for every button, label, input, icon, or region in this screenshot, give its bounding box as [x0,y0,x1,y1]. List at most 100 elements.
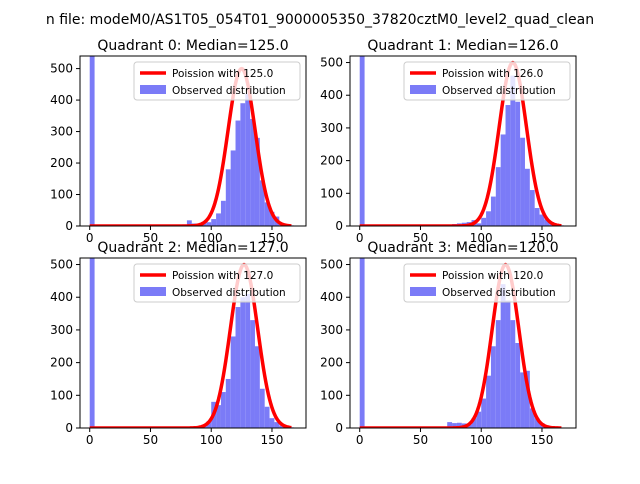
histogram-bar [269,418,275,428]
legend-fit-label: Poission with 127.0 [172,270,273,282]
histogram-bar [216,213,221,226]
x-tick-label: 100 [200,231,223,245]
y-tick-label: 300 [50,125,73,139]
histogram-bar [529,408,535,428]
x-tick-label: 50 [143,433,158,447]
subplot-title: Quadrant 3: Median=120.0 [367,240,558,256]
histogram-bar [89,56,95,226]
histogram-bar [544,219,550,226]
histogram-bar [254,137,260,226]
y-tick-label: 200 [50,156,73,170]
histogram-bar [359,56,365,226]
axes-frame [349,55,577,227]
subplot-0: 0 50 100 150 0 100 200 300 400 500 Quadrant 0: Med… [50,38,307,245]
histogram-bar [481,398,487,428]
histogram-bar [225,378,231,428]
histogram-bar [510,320,516,428]
histogram-bar [235,120,241,226]
legend-observed-swatch [140,287,166,296]
histogram-bar [486,211,491,226]
subplot-title: Quadrant 0: Median=125.0 [97,38,288,54]
y-tick-label: 400 [320,88,343,102]
legend-observed-label: Observed distribution [172,287,286,299]
histogram-bar [220,392,226,428]
plot-area [89,56,294,226]
axes-frame [349,257,577,429]
y-tick-label: 0 [65,219,73,233]
histogram-bar [456,422,462,428]
legend-box [133,263,301,303]
y-tick-label: 100 [320,186,343,200]
legend: Poission with 126.0 Observed distribution [403,61,571,101]
legend-fit-label: Poission with 126.0 [442,68,543,80]
x-tick-label: 150 [531,231,554,245]
x-tick-label: 0 [356,433,364,447]
histogram-bar [529,190,535,226]
histogram-bar [505,105,511,226]
legend-fit-label: Poission with 125.0 [172,68,273,80]
axes-frame [79,55,307,227]
histogram-bar [269,211,275,226]
legend-box [403,263,571,303]
y-tick-label: 0 [335,219,343,233]
histogram-bar [500,284,506,428]
histogram-bar [359,258,365,428]
x-tick-label: 0 [356,231,364,245]
histogram-bar [274,422,280,428]
histogram-bar [264,202,270,226]
legend: Poission with 127.0 Observed distribution [133,263,301,303]
histogram-bar [230,336,236,428]
histogram-bar [534,418,540,428]
legend-observed-label: Observed distribution [442,287,556,299]
x-tick-label: 100 [200,433,223,447]
subplot-3: 0 50 100 150 0 100 200 300 400 500 Quadrant 3: Med… [320,240,577,447]
y-tick-label: 400 [320,290,343,304]
legend-observed-swatch [140,85,166,94]
histogram-bar [466,424,472,428]
histogram-bar [476,223,482,226]
histogram-bar [206,222,212,226]
y-tick-label: 200 [320,356,343,370]
x-tick-label: 50 [143,231,158,245]
histogram-bar [240,297,246,428]
histogram-bar [230,150,236,226]
histogram-bar [515,343,521,428]
y-tick-label: 100 [50,188,73,202]
histogram-bar [245,93,251,226]
histogram-bar [250,320,255,428]
y-tick-label: 200 [50,356,73,370]
subplot-1: 0 50 100 150 0 100 200 300 400 500 Quadrant 1: Med… [320,38,577,245]
histogram-bar [490,196,496,226]
histogram-bar [486,375,491,428]
histogram-bar [186,220,192,226]
histogram-bar [495,320,501,428]
histogram-bar [490,346,496,428]
x-tick-label: 0 [86,231,94,245]
legend-observed-swatch [410,287,436,296]
x-tick-label: 150 [261,231,284,245]
histogram-bar [245,293,251,428]
x-tick-label: 0 [86,433,94,447]
y-tick-label: 100 [320,388,343,402]
histogram-bar [225,169,231,226]
plot-area [359,258,562,428]
legend-observed-label: Observed distribution [172,85,286,97]
histogram-bar [515,101,521,226]
histogram-bar [216,405,221,428]
y-tick-label: 0 [335,421,343,435]
x-tick-label: 150 [261,433,284,447]
legend-box [403,61,571,101]
y-tick-label: 300 [50,323,73,337]
histogram-bar [510,75,516,226]
x-tick-label: 150 [531,433,554,447]
x-tick-label: 50 [413,231,428,245]
y-tick-label: 500 [50,258,73,272]
legend-observed-label: Observed distribution [442,85,556,97]
y-tick-label: 100 [50,388,73,402]
legend-observed-swatch [410,85,436,94]
histogram-bar [495,167,501,226]
histogram-bar [254,346,260,428]
histogram-bar [250,118,255,226]
histogram-bar [235,307,241,428]
histogram-bar [201,223,207,226]
